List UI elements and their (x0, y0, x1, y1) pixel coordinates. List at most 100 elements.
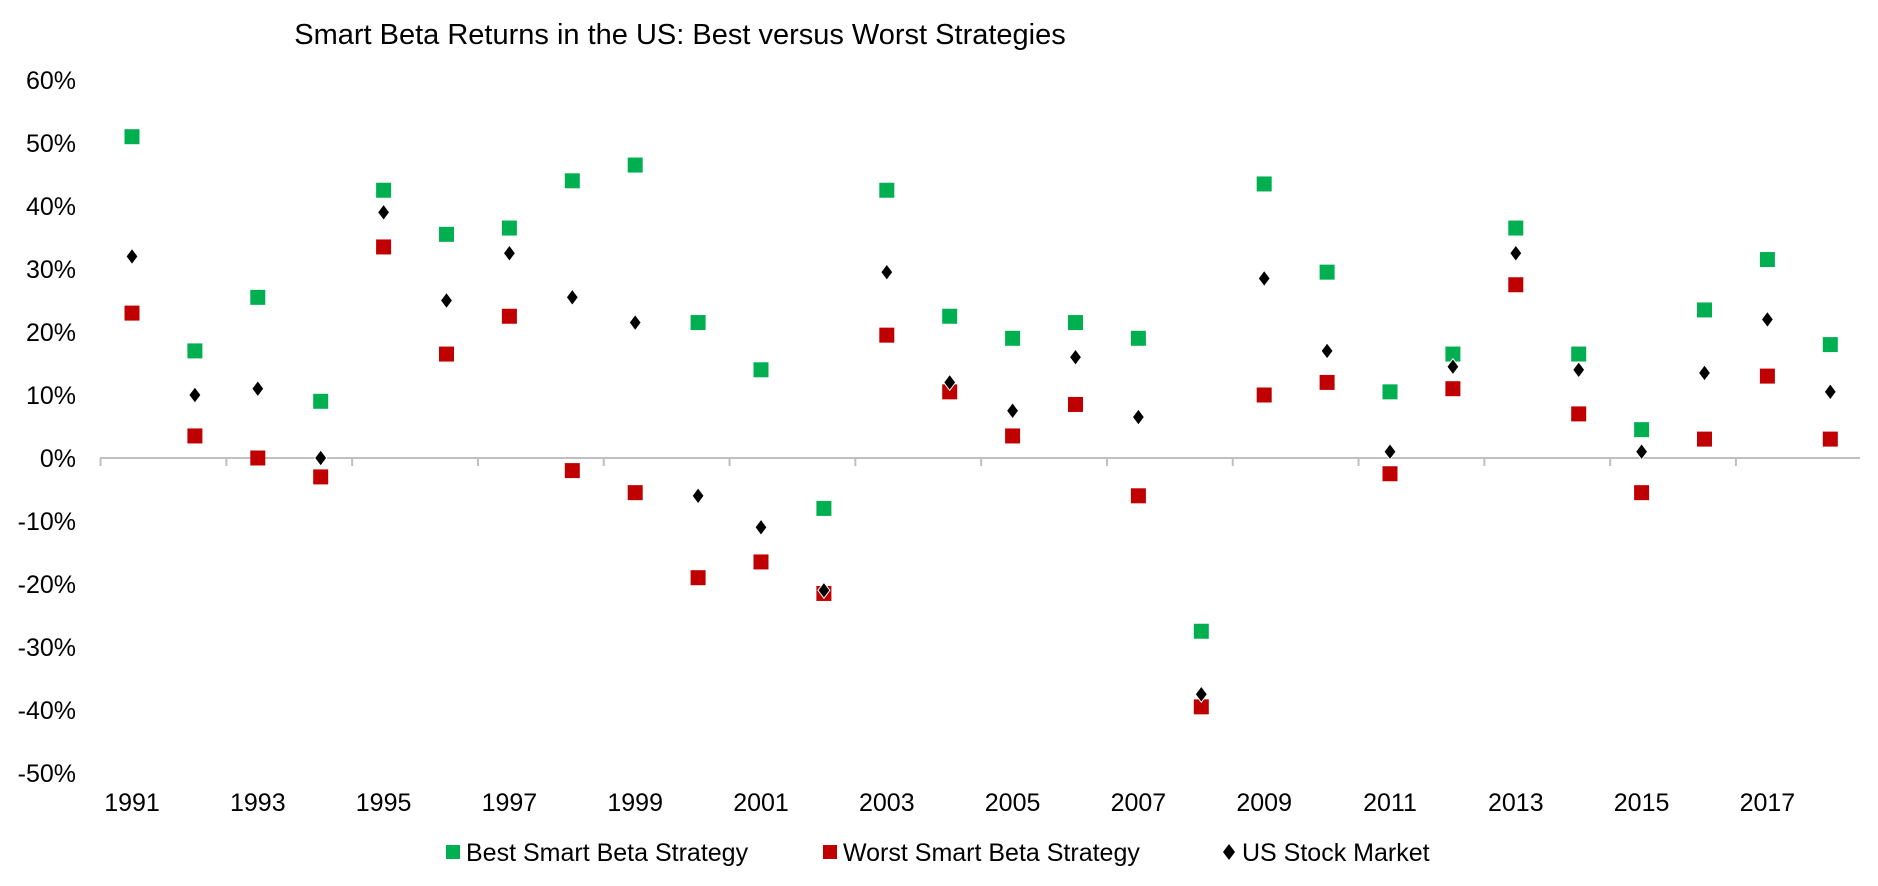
best-smart-beta-strategy-point (1068, 315, 1083, 331)
best-smart-beta-strategy-point (124, 129, 140, 145)
x-tick-label: 1995 (356, 789, 412, 817)
legend-marker-best-smart-beta-strategy (446, 845, 460, 859)
x-tick-label: 1999 (607, 789, 663, 817)
us-stock-market-point (1697, 364, 1712, 382)
us-stock-market-point (1068, 348, 1083, 367)
x-axis-tick-labels: 1991 1993 1995 1997 1999 2001 2003 2005 2007 2009… (104, 789, 1795, 817)
worst-smart-beta-strategy-point (124, 305, 140, 321)
us-stock-market-point (628, 313, 642, 332)
us-stock-market-point (1760, 310, 1775, 329)
y-axis-tick-labels: 60% 50% 40% 30% 20% 10% 0% -10% -20% -30% -40% -50% (18, 67, 76, 788)
us-stock-market-point (1383, 442, 1397, 461)
best-smart-beta-strategy-point (1130, 330, 1146, 346)
worst-smart-beta-strategy-point (439, 346, 454, 362)
best-smart-beta-strategy-point (627, 157, 643, 173)
y-tick-label: 50% (26, 130, 76, 158)
x-axis (99, 457, 1860, 466)
worst-smart-beta-strategy-point (501, 308, 517, 324)
x-tick-label: 2017 (1740, 789, 1796, 817)
us-stock-market-point (1823, 383, 1837, 401)
x-tick-label: 1993 (230, 789, 286, 817)
best-smart-beta-strategy-point (376, 182, 392, 198)
us-stock-market-point (943, 373, 957, 392)
best-smart-beta-strategy-point (1382, 384, 1398, 400)
best-smart-beta-strategy-point (1005, 330, 1021, 346)
y-tick-label: 40% (26, 193, 76, 221)
worst-smart-beta-strategy-point (1634, 485, 1650, 501)
best-smart-beta-strategy-point (1193, 623, 1209, 639)
us-stock-market-point (251, 379, 265, 398)
us-stock-market-point (1194, 685, 1208, 704)
worst-smart-beta-strategy-point (1005, 428, 1021, 444)
best-smart-beta-strategy-point (564, 173, 580, 189)
worst-smart-beta-strategy-point (1697, 431, 1712, 447)
y-tick-label: 60% (26, 67, 76, 95)
worst-smart-beta-strategy-point (1256, 387, 1272, 403)
best-smart-beta-strategy-point (690, 315, 706, 331)
us-stock-market-point (1005, 401, 1020, 420)
us-stock-market-point (439, 291, 454, 310)
legend-label-worst-smart-beta-strategy: Worst Smart Beta Strategy (843, 839, 1140, 867)
worst-smart-beta-strategy-point (1193, 699, 1209, 715)
legend-label-us-stock-market: US Stock Market (1242, 839, 1430, 867)
us-stock-market-point (1131, 408, 1146, 426)
worst-smart-beta-strategy-point (1571, 406, 1587, 422)
worst-smart-beta-strategy-point (564, 463, 580, 479)
us-stock-market-point (880, 263, 894, 281)
worst-smart-beta-strategy-point (1319, 374, 1335, 390)
y-tick-label: 30% (26, 256, 76, 284)
best-smart-beta-strategy-point (1759, 252, 1775, 268)
y-tick-label: -30% (18, 634, 76, 662)
y-tick-label: -10% (18, 508, 76, 536)
us-stock-market-point (1509, 244, 1523, 263)
x-tick-label: 1997 (482, 789, 538, 817)
x-tick-label: 2013 (1488, 789, 1544, 817)
worst-smart-beta-strategy-point (1068, 396, 1083, 412)
worst-smart-beta-strategy-point (376, 239, 392, 255)
best-smart-beta-strategy-point (250, 289, 266, 305)
best-smart-beta-strategy-point (313, 393, 329, 409)
us-stock-market-point (188, 386, 202, 404)
x-tick-label: 2009 (1236, 789, 1292, 817)
best-smart-beta-strategy-point (942, 308, 958, 324)
legend-label-best-smart-beta-strategy: Best Smart Beta Strategy (466, 839, 749, 867)
best-smart-beta-strategy-point (439, 226, 454, 242)
worst-smart-beta-strategy-point (753, 554, 769, 570)
x-tick-label: 1991 (104, 789, 160, 817)
y-tick-label: 10% (26, 382, 76, 410)
best-smart-beta-strategy-point (1571, 346, 1587, 362)
worst-smart-beta-strategy-point (627, 485, 643, 501)
y-tick-label: 0% (40, 445, 76, 473)
x-tick-label: 2011 (1363, 789, 1417, 817)
us-stock-market-point (754, 518, 768, 537)
y-tick-label: -40% (18, 697, 76, 725)
best-smart-beta-strategy-point (1697, 302, 1712, 318)
us-stock-market-point (1257, 269, 1271, 288)
worst-smart-beta-strategy-point (1508, 277, 1524, 293)
chart-title: Smart Beta Returns in the US: Best versu… (294, 19, 1066, 51)
us-stock-market-point (1572, 360, 1586, 379)
worst-smart-beta-strategy-point (187, 428, 203, 444)
us-stock-market-point (502, 244, 517, 263)
worst-smart-beta-strategy-point (313, 469, 329, 485)
worst-smart-beta-strategy-point (1822, 431, 1838, 447)
best-smart-beta-strategy-point (753, 362, 769, 378)
x-tick-label: 2007 (1111, 789, 1167, 817)
us-stock-market-point (691, 486, 705, 505)
best-smart-beta-strategy-point (879, 182, 895, 198)
worst-smart-beta-strategy-point (1130, 488, 1146, 504)
worst-smart-beta-strategy-point (690, 570, 706, 586)
y-tick-label: -50% (18, 760, 76, 788)
x-tick-label: 2001 (733, 789, 789, 817)
us-stock-market-point (1634, 442, 1649, 461)
y-tick-label: -20% (18, 571, 76, 599)
worst-smart-beta-strategy-point (250, 450, 266, 466)
x-tick-label: 2015 (1614, 789, 1670, 817)
best-smart-beta-strategy-point (1319, 264, 1335, 280)
best-smart-beta-strategy-point (1256, 176, 1272, 192)
y-tick-label: 20% (26, 319, 76, 347)
x-tick-label: 2003 (859, 789, 915, 817)
us-stock-market-point (376, 203, 391, 222)
